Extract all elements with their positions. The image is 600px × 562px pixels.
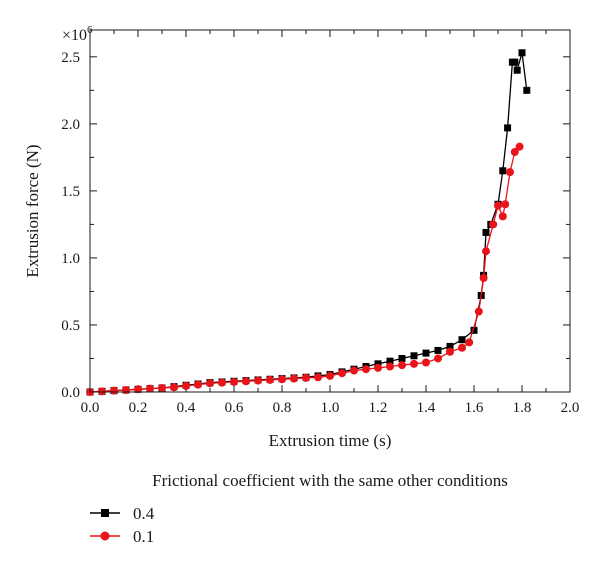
data-point-0.1 xyxy=(314,373,322,382)
legend-marker-square xyxy=(101,509,109,517)
data-point-0.4 xyxy=(511,58,519,66)
x-tick-label: 0.8 xyxy=(273,400,292,416)
data-point-0.1 xyxy=(479,274,488,283)
y-tick-label: 2.5 xyxy=(61,50,80,66)
y-tick-label: 0.0 xyxy=(61,385,80,401)
x-tick-label: 0.2 xyxy=(129,400,148,416)
data-point-0.1 xyxy=(194,380,202,389)
y-tick-label: 0.5 xyxy=(61,318,80,334)
data-point-0.1 xyxy=(242,377,250,386)
data-point-0.1 xyxy=(266,375,274,384)
data-point-0.4 xyxy=(513,66,521,74)
legend-label-0.1: 0.1 xyxy=(133,527,154,546)
data-point-0.4 xyxy=(458,336,466,344)
data-point-0.1 xyxy=(458,343,466,352)
data-point-0.1 xyxy=(362,365,370,374)
data-point-0.1 xyxy=(146,384,154,393)
x-tick-label: 2.0 xyxy=(561,400,580,416)
data-point-0.1 xyxy=(98,387,106,396)
data-point-0.4 xyxy=(374,360,382,368)
data-point-0.1 xyxy=(446,347,454,356)
y-scale-base: ×10 xyxy=(62,27,87,44)
plot-frame xyxy=(89,29,571,393)
data-point-0.1 xyxy=(110,386,118,395)
data-point-0.1 xyxy=(434,354,442,363)
data-point-0.4 xyxy=(523,86,531,94)
data-point-0.1 xyxy=(122,385,130,394)
data-point-0.4 xyxy=(434,346,442,354)
legend-item-0.4: 0.4 xyxy=(90,504,155,523)
data-point-0.4 xyxy=(446,342,454,350)
data-point-0.1 xyxy=(398,361,406,370)
data-point-0.1 xyxy=(254,376,262,385)
data-point-0.1 xyxy=(422,358,430,367)
data-point-0.1 xyxy=(302,373,310,382)
y-tick-label: 1.0 xyxy=(61,251,80,267)
data-point-0.1 xyxy=(206,379,214,388)
x-axis-label: Extrusion time (s) xyxy=(269,431,392,450)
data-point-0.1 xyxy=(278,375,286,384)
x-tick-label: 1.0 xyxy=(321,400,340,416)
data-point-0.4 xyxy=(398,354,406,362)
x-tick-label: 1.8 xyxy=(513,400,532,416)
data-point-0.1 xyxy=(410,359,418,368)
data-point-0.1 xyxy=(290,374,298,383)
data-point-0.4 xyxy=(504,124,512,132)
data-point-0.1 xyxy=(498,212,507,221)
data-point-0.1 xyxy=(465,338,474,347)
x-tick-label: 0.6 xyxy=(225,400,244,416)
x-tick-label: 1.6 xyxy=(465,400,484,416)
data-point-0.4 xyxy=(470,326,478,334)
data-point-0.1 xyxy=(230,377,238,386)
data-point-0.1 xyxy=(134,385,142,394)
data-point-0.4 xyxy=(518,49,526,57)
data-point-0.1 xyxy=(494,201,502,210)
x-tick-label: 1.4 xyxy=(417,400,436,416)
tick-layer: 0.0 0.2 0.4 0.6 0.8 1.0 1.2 1.4 1.6 1.8 2.0 0.0 0.5 1… xyxy=(61,30,579,416)
y-axis-label: Extrusion force (N) xyxy=(23,144,42,277)
data-point-0.4 xyxy=(499,167,507,175)
data-point-0.1 xyxy=(350,366,358,375)
y-scale-label: ×106 xyxy=(62,24,93,44)
data-point-0.1 xyxy=(182,381,190,390)
data-point-0.1 xyxy=(386,362,394,371)
data-point-0.1 xyxy=(218,378,226,387)
data-point-0.4 xyxy=(410,352,418,360)
legend-item-0.1: 0.1 xyxy=(90,527,154,546)
data-point-0.1 xyxy=(515,142,524,151)
data-point-0.1 xyxy=(158,383,166,392)
data-point-0.1 xyxy=(326,371,334,380)
data-point-0.1 xyxy=(506,168,514,177)
data-point-0.1 xyxy=(338,369,346,378)
data-point-0.1 xyxy=(510,148,519,157)
data-point-0.1 xyxy=(489,220,498,229)
data-point-0.1 xyxy=(474,307,483,316)
data-point-0.1 xyxy=(170,383,178,392)
x-tick-label: 0.4 xyxy=(177,400,196,416)
x-tick-label: 0.0 xyxy=(81,400,100,416)
data-point-0.1 xyxy=(501,200,510,209)
series-line-0.1 xyxy=(89,146,521,393)
data-point-0.4 xyxy=(386,357,394,365)
y-tick-label: 1.5 xyxy=(61,184,80,200)
legend-title: Frictional coefficient with the same oth… xyxy=(152,471,508,490)
legend-marker-circle xyxy=(100,531,110,541)
y-tick-label: 2.0 xyxy=(61,117,80,133)
series-layer xyxy=(86,49,531,396)
legend-label-0.4: 0.4 xyxy=(133,504,155,523)
y-scale-exponent: 6 xyxy=(87,24,93,36)
data-point-0.4 xyxy=(482,228,490,236)
data-point-0.1 xyxy=(374,363,382,372)
x-tick-label: 1.2 xyxy=(369,400,388,416)
data-point-0.1 xyxy=(482,247,490,256)
data-point-0.4 xyxy=(422,349,430,357)
